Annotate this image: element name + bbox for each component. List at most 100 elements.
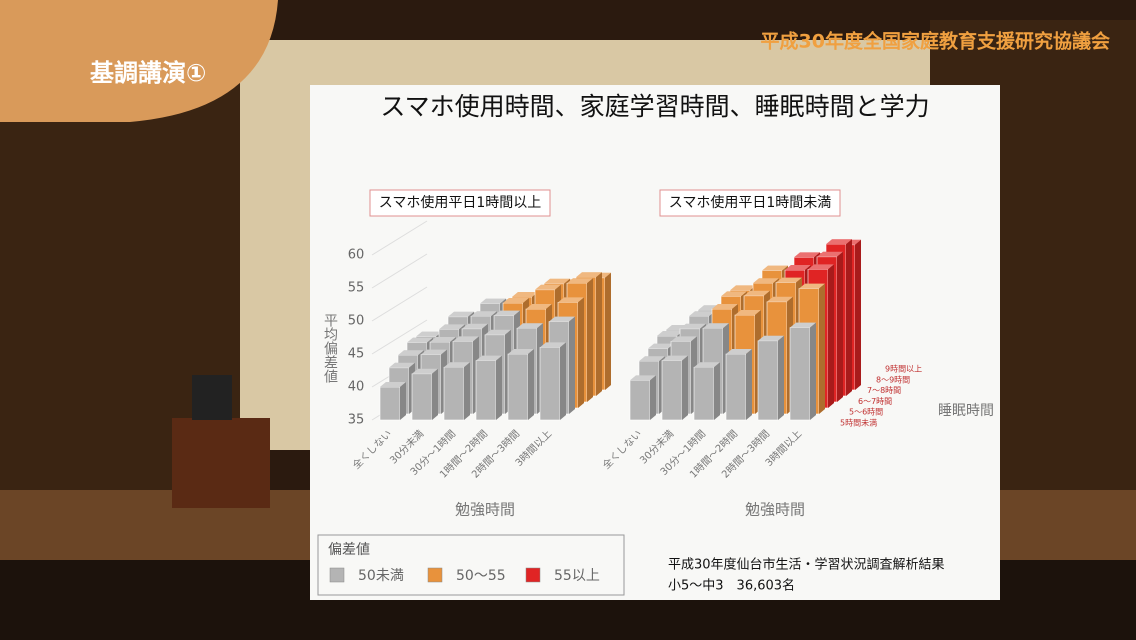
x-axis-label: 勉強時間 bbox=[745, 501, 805, 519]
bar-top bbox=[544, 278, 570, 284]
bar-top bbox=[721, 291, 747, 297]
bar-side bbox=[464, 362, 470, 420]
bar-top bbox=[430, 337, 456, 342]
bar-side-shade bbox=[560, 342, 566, 420]
bar bbox=[507, 349, 534, 421]
bar-top bbox=[439, 324, 465, 330]
bar-top bbox=[735, 310, 761, 315]
bar-side bbox=[528, 349, 534, 420]
depth-tick-label: 8～9時間 bbox=[876, 375, 910, 384]
bar-side-shade bbox=[778, 335, 784, 420]
bar-top bbox=[567, 278, 593, 284]
bar bbox=[475, 355, 502, 421]
chart-title: スマホ使用時間、家庭学習時間、睡眠時間と学力 bbox=[380, 92, 929, 121]
bar-top bbox=[744, 290, 770, 296]
bar-side-shade bbox=[650, 375, 656, 420]
bar-top-shade bbox=[808, 264, 834, 270]
y-tick-label: 50 bbox=[348, 314, 365, 329]
bar-top-shade bbox=[721, 291, 747, 297]
bar-top-shade bbox=[476, 355, 502, 361]
y-tick-label: 40 bbox=[348, 380, 365, 395]
bar bbox=[629, 375, 656, 421]
bar-side-shade bbox=[746, 349, 752, 420]
bar bbox=[411, 368, 438, 421]
legend-box bbox=[317, 534, 625, 596]
bar-top bbox=[808, 264, 834, 270]
bar-front bbox=[693, 366, 715, 421]
bar-side-shade bbox=[400, 382, 406, 420]
bar-top bbox=[526, 304, 552, 309]
bar-top bbox=[398, 350, 424, 356]
bar-top-shade bbox=[508, 349, 534, 354]
bar-top-shade bbox=[730, 285, 756, 291]
bar-top bbox=[517, 323, 543, 329]
bar-top bbox=[785, 265, 811, 270]
bar-top-shade bbox=[512, 292, 538, 297]
bar-top-shade bbox=[398, 350, 424, 356]
speaker bbox=[192, 375, 232, 420]
bar-side bbox=[819, 283, 825, 414]
bar-top-shade bbox=[753, 278, 779, 284]
bar-top bbox=[416, 331, 442, 337]
legend-title: 偏差値 bbox=[328, 542, 370, 558]
bar-top bbox=[680, 323, 706, 329]
y-tick-label: 55 bbox=[348, 281, 365, 296]
bar-top-shade bbox=[462, 323, 488, 329]
bar-front bbox=[757, 340, 779, 421]
bar-top-shade bbox=[790, 322, 816, 328]
bar-top bbox=[485, 329, 511, 335]
bar-top bbox=[726, 349, 752, 354]
bar-top bbox=[712, 304, 738, 309]
bar-top bbox=[380, 382, 406, 387]
bar-front bbox=[443, 366, 465, 421]
bar-top-shade bbox=[535, 284, 561, 290]
bar-side-shade bbox=[432, 368, 438, 420]
bar-side bbox=[578, 297, 584, 408]
bar-side-shade bbox=[496, 355, 502, 420]
panel-title-box bbox=[369, 189, 551, 217]
bar-top bbox=[444, 362, 470, 368]
y-tick-label: 60 bbox=[348, 248, 365, 263]
bar-top bbox=[453, 336, 479, 342]
bar-top-shade bbox=[671, 336, 697, 342]
bar-top-shade bbox=[517, 323, 543, 329]
bar-top bbox=[576, 272, 602, 278]
bar-top bbox=[762, 265, 788, 271]
bar-top bbox=[753, 278, 779, 284]
bar-top-shade bbox=[439, 324, 465, 330]
depth-axis-label: 睡眠時間 bbox=[938, 403, 994, 419]
bar-top bbox=[817, 251, 843, 257]
bar-top bbox=[767, 296, 793, 302]
bar-side bbox=[569, 316, 575, 414]
bar-top-shade bbox=[444, 362, 470, 368]
panel-title: スマホ使用平日1時間以上 bbox=[379, 194, 542, 211]
bar-side bbox=[778, 335, 784, 420]
bar-top bbox=[535, 284, 561, 290]
bar-top-shade bbox=[494, 310, 520, 316]
bar-top-shade bbox=[767, 296, 793, 302]
sample: 小5～中3 36,603名 bbox=[668, 578, 795, 594]
bar-top bbox=[540, 342, 566, 348]
bar-side-shade bbox=[596, 272, 602, 396]
bar-top-shade bbox=[817, 251, 843, 257]
bar-front bbox=[539, 347, 561, 421]
bar-top-shade bbox=[389, 362, 415, 368]
bar-top bbox=[476, 355, 502, 361]
bar-top bbox=[657, 331, 683, 336]
bar-top-shade bbox=[662, 355, 688, 361]
bar-side bbox=[855, 239, 861, 390]
bar-front bbox=[629, 380, 651, 421]
bar-side-shade bbox=[682, 355, 688, 420]
bar-front bbox=[379, 386, 401, 421]
bar-side bbox=[682, 355, 688, 420]
bar-side-shade bbox=[714, 362, 720, 420]
bar-top bbox=[730, 285, 756, 291]
bar-front bbox=[725, 353, 747, 421]
bar-side bbox=[432, 368, 438, 420]
bar-top bbox=[694, 362, 720, 368]
panel-title-box bbox=[659, 189, 841, 217]
x-axis-label: 勉強時間 bbox=[455, 501, 515, 519]
bar-front bbox=[411, 373, 433, 421]
bar-side bbox=[496, 355, 502, 420]
bar-top bbox=[549, 316, 575, 322]
